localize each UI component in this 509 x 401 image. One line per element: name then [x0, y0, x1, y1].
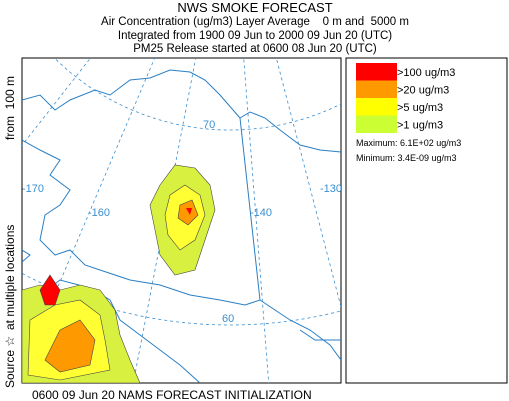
legend-label: >5 ug/m3	[397, 102, 443, 114]
legend-swatch	[356, 115, 397, 133]
longitude-label: -160	[88, 207, 110, 219]
longitude-label: -130	[320, 183, 342, 195]
legend-label: >20 ug/m3	[397, 84, 449, 96]
plume-level-100	[186, 208, 192, 215]
legend-label: >100 ug/m3	[397, 67, 455, 79]
title: NWS SMOKE FORECAST	[177, 0, 332, 15]
side-label: at multiple locations	[3, 225, 17, 330]
subtitle: Air Concentration (ug/m3) Layer Average …	[101, 16, 409, 28]
latitude-label: 60	[222, 313, 234, 325]
legend: Maximum: 6.1E+02 ug/m3 Minimum: 3.4E-09 …	[345, 57, 508, 384]
subtitle: Integrated from 1900 09 Jun to 2000 09 J…	[118, 30, 392, 42]
minimum: Minimum: 3.4E-09 ug/m3	[356, 153, 457, 163]
graticule-labels: -170 -160 -140 -130 70 60	[22, 119, 342, 325]
plume-level-100	[39, 274, 61, 306]
legend-swatch	[356, 80, 397, 98]
side-labels: Source ☆ at multiple locations from 100 …	[3, 76, 17, 388]
plume-level-20	[44, 319, 96, 373]
subtitle: PM25 Release started at 0600 08 Jun 20 (…	[133, 43, 377, 55]
maximum: Maximum: 6.1E+02 ug/m3	[356, 138, 461, 148]
smoke-plumes	[22, 164, 216, 383]
longitude-label: -140	[250, 207, 272, 219]
side-label: from 100 m	[3, 76, 17, 140]
legend-swatch	[356, 63, 397, 81]
latitude-label: 70	[203, 119, 215, 131]
plume-level-20	[177, 199, 199, 226]
side-label: Source ☆	[3, 336, 17, 388]
footer: 0600 09 Jun 20 NAMS FORECAST INITIALIZAT…	[32, 388, 312, 401]
legend-swatch	[356, 98, 397, 116]
legend-label: >1 ug/m3	[397, 119, 443, 131]
longitude-label: -170	[22, 183, 44, 195]
